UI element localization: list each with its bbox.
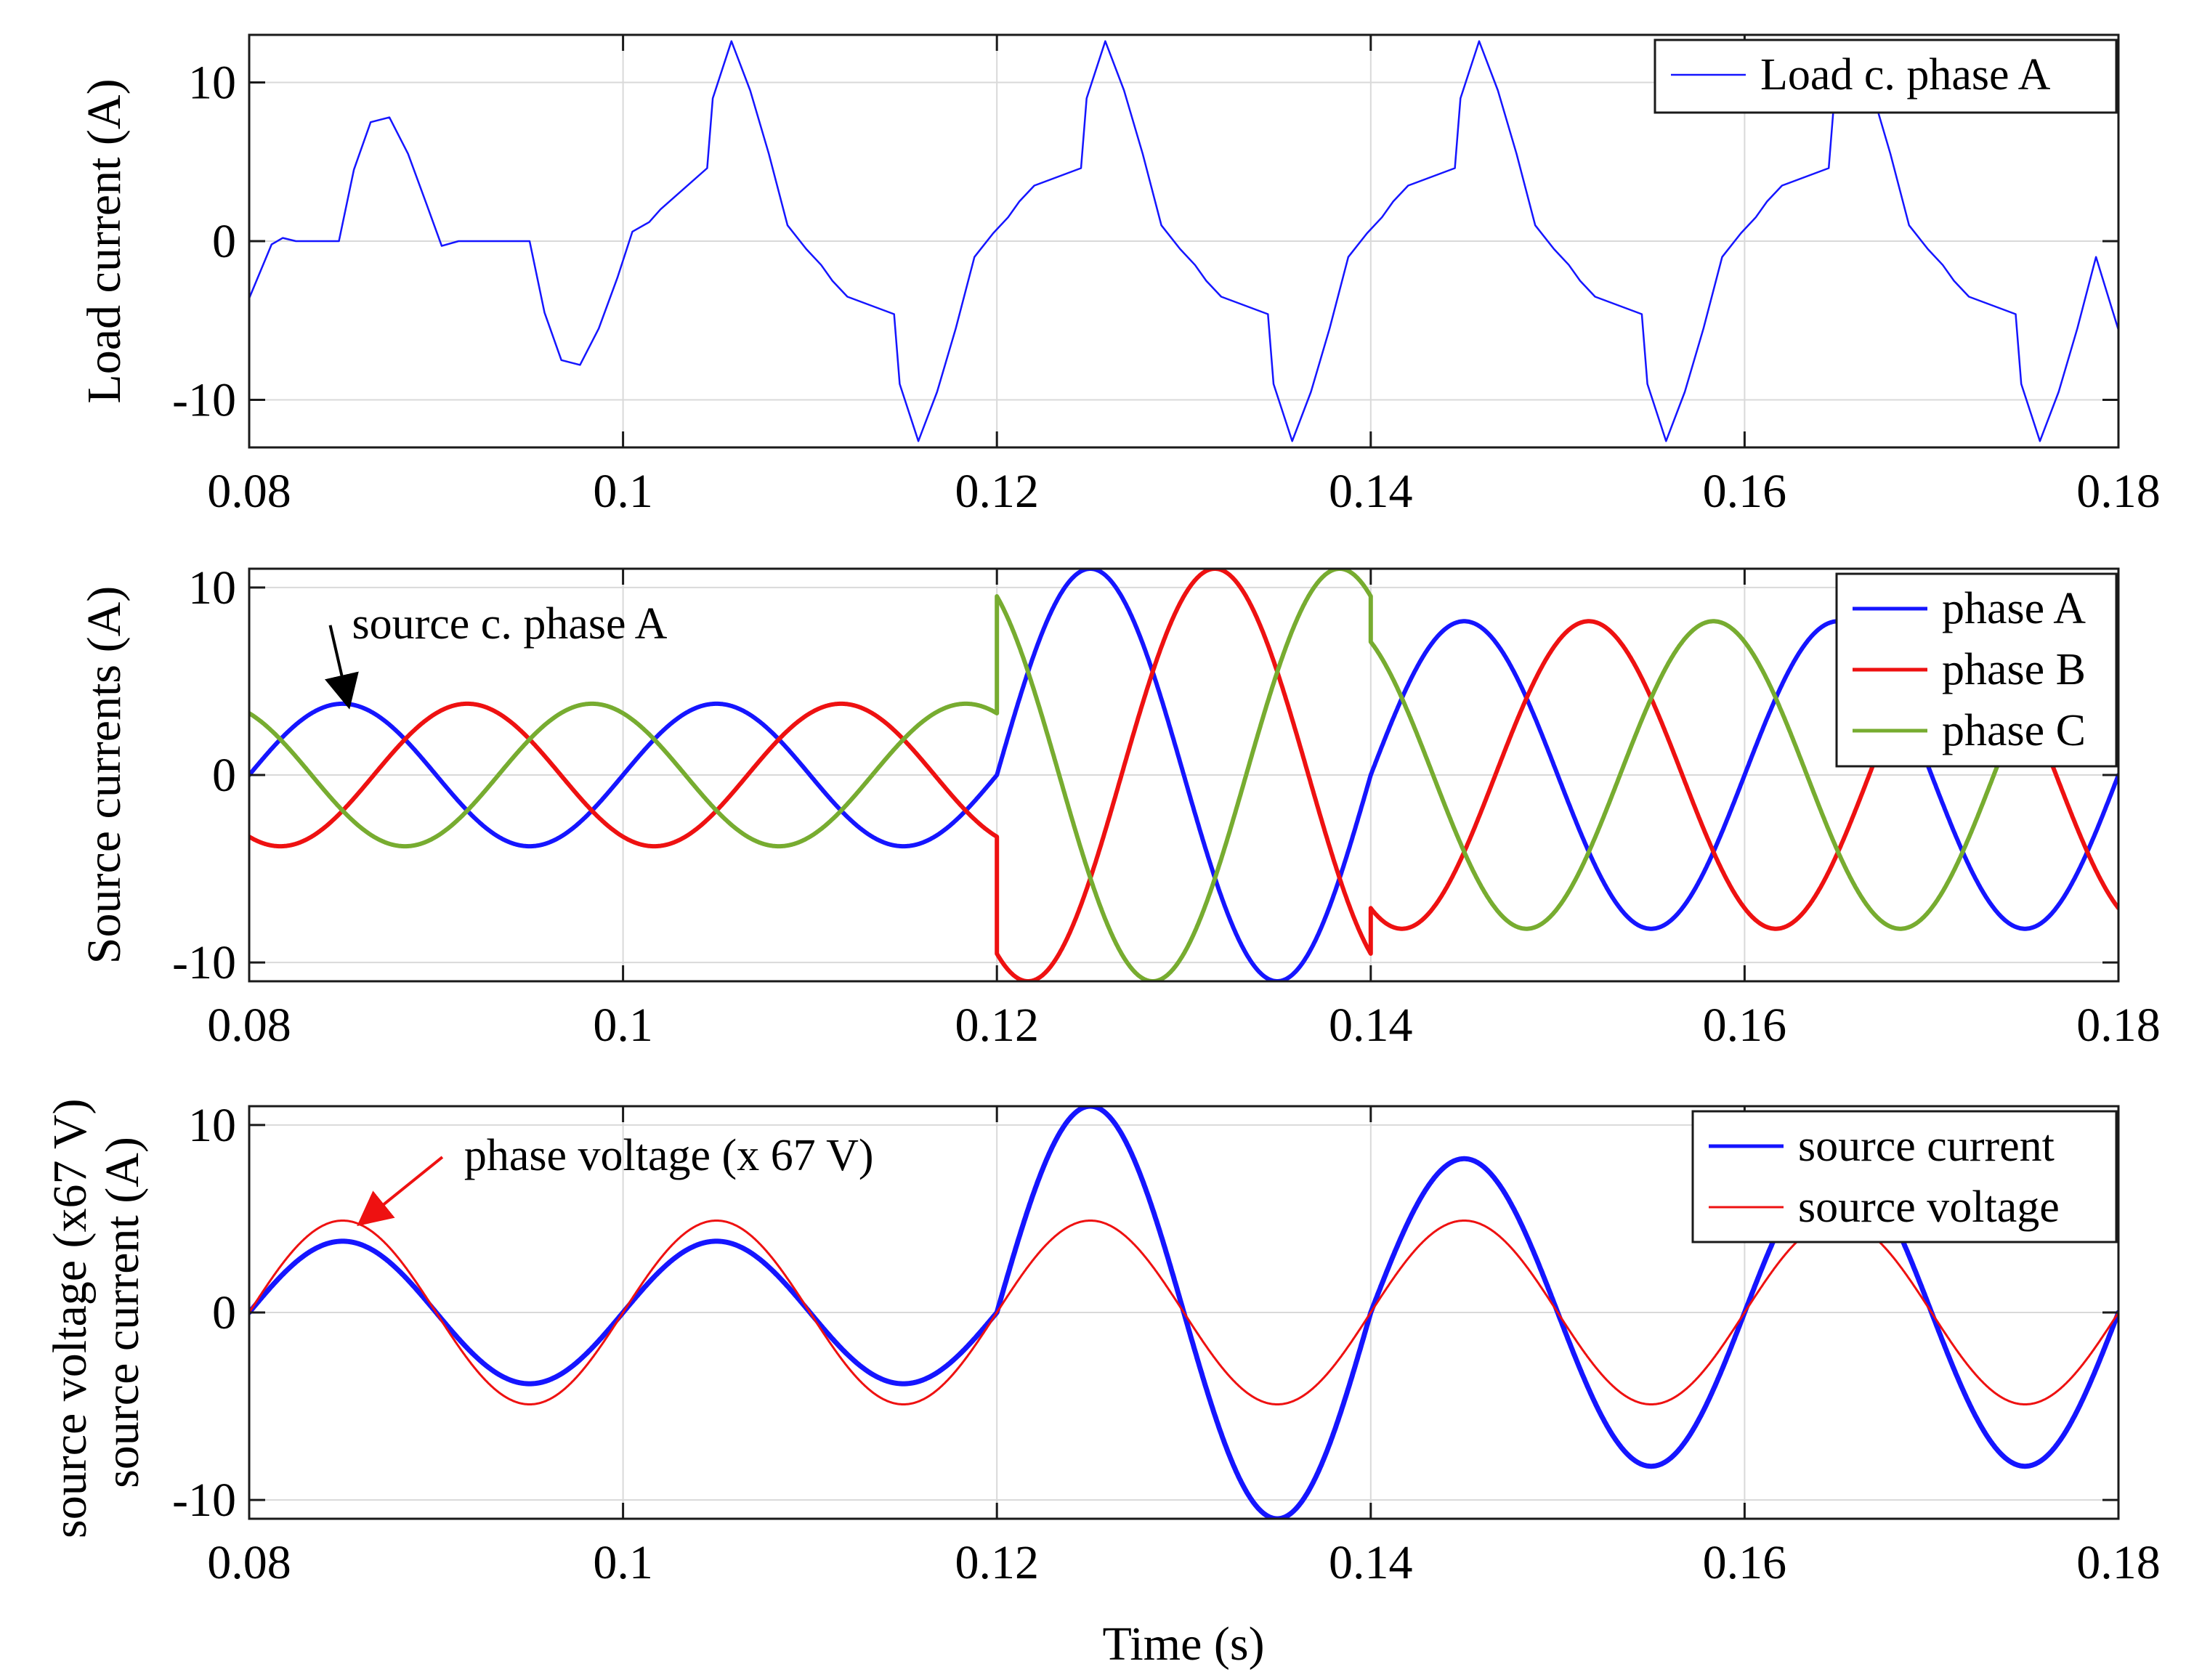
load-current-y-tick-label: 10 [188, 57, 236, 110]
voltage-current-annotation-label: phase voltage (x 67 V) [464, 1131, 874, 1180]
series-phase-c-line [249, 569, 2118, 981]
voltage-current-legend-label: source current [1798, 1121, 2055, 1171]
voltage-current-y-axis-label-line-1: source voltage (x67 V) [44, 1099, 97, 1538]
source-currents-y-axis-label: Source currents (A) [78, 586, 131, 964]
load-current-legend-label: Load c. phase A [1760, 50, 2051, 100]
load-current-x-tick-label: 0.18 [2076, 465, 2161, 518]
voltage-current-panel: 0.08 0.1 0.12 0.14 0.16 0.18 -10 0 10 source vol… [44, 1087, 2161, 1589]
x-axis-label: Time (s) [1102, 1618, 1264, 1671]
voltage-current-legend-label: source voltage [1798, 1182, 2060, 1232]
voltage-current-x-tick-label: 0.1 [593, 1536, 653, 1589]
load-current-legend: Load c. phase A [1653, 38, 2118, 114]
load-current-x-tick-label: 0.1 [593, 465, 653, 518]
source-currents-x-tick-label: 0.18 [2076, 999, 2161, 1052]
load-current-x-tick-label: 0.08 [207, 465, 291, 518]
source-currents-series-layer [249, 569, 2118, 981]
source-currents-annotation-label: source c. phase A [352, 599, 668, 649]
load-current-x-tick-label: 0.14 [1329, 465, 1413, 518]
voltage-current-legend: source current source voltage [1691, 1110, 2118, 1243]
source-currents-x-tick-label: 0.16 [1703, 999, 1787, 1052]
series-phase-a-line [249, 569, 2118, 981]
voltage-current-y-axis-label-line-2: source current (A) [96, 1137, 149, 1488]
source-currents-y-tick-label: 10 [188, 561, 236, 614]
voltage-current-legend-box [1691, 1110, 2118, 1243]
load-current-legend-box [1653, 38, 2118, 114]
voltage-current-y-tick-label: 0 [212, 1286, 236, 1339]
voltage-current-x-tick-label: 0.16 [1703, 1536, 1787, 1589]
source-currents-x-tick-label: 0.08 [207, 999, 291, 1052]
source-currents-legend-label: phase A [1942, 584, 2086, 633]
load-current-y-axis-label: Load current (A) [78, 78, 131, 403]
source-currents-y-tick-label: 0 [212, 749, 236, 802]
voltage-current-x-tick-label: 0.14 [1329, 1536, 1413, 1589]
series-phase-b-line [249, 569, 2118, 981]
source-currents-legend-label: phase C [1942, 706, 2086, 755]
voltage-current-ticks: 0.08 0.1 0.12 0.14 0.16 0.18 -10 0 10 [172, 1099, 2161, 1589]
source-currents-y-tick-label: -10 [172, 936, 236, 989]
source-currents-x-tick-label: 0.12 [955, 999, 1039, 1052]
load-current-panel: 0.08 0.1 0.12 0.14 0.16 0.18 -10 0 10 Load curre… [78, 33, 2161, 518]
load-current-y-tick-label: 0 [212, 215, 236, 268]
source-currents-legend: phase A phase B phase C [1835, 572, 2118, 768]
load-current-y-tick-label: -10 [172, 373, 236, 426]
voltage-current-y-axis-label: source voltage (x67 V) source current (A… [44, 1087, 149, 1538]
load-current-x-tick-label: 0.16 [1703, 465, 1787, 518]
source-currents-x-tick-label: 0.14 [1329, 999, 1413, 1052]
load-current-series-layer [249, 40, 2118, 442]
source-currents-annotations: source c. phase A [325, 599, 668, 710]
voltage-current-annotation-arrow [357, 1156, 444, 1227]
voltage-current-y-tick-label: 10 [188, 1099, 236, 1152]
source-currents-ticks: 0.08 0.1 0.12 0.14 0.16 0.18 -10 0 10 [172, 561, 2161, 1052]
load-current-ticks: 0.08 0.1 0.12 0.14 0.16 0.18 -10 0 10 [172, 35, 2161, 518]
load-current-x-tick-label: 0.12 [955, 465, 1039, 518]
source-currents-legend-label: phase B [1942, 645, 2086, 694]
voltage-current-x-tick-label: 0.18 [2076, 1536, 2161, 1589]
source-currents-panel: 0.08 0.1 0.12 0.14 0.16 0.18 -10 0 10 Source cur… [78, 561, 2161, 1052]
voltage-current-y-tick-label: -10 [172, 1474, 236, 1527]
voltage-current-annotations: phase voltage (x 67 V) [357, 1131, 874, 1227]
voltage-current-x-tick-label: 0.08 [207, 1536, 291, 1589]
voltage-current-x-tick-label: 0.12 [955, 1536, 1039, 1589]
source-currents-x-tick-label: 0.1 [593, 999, 653, 1052]
source-currents-annotation-arrow [325, 625, 359, 710]
series-load-c-phase-a-line [249, 40, 2118, 442]
